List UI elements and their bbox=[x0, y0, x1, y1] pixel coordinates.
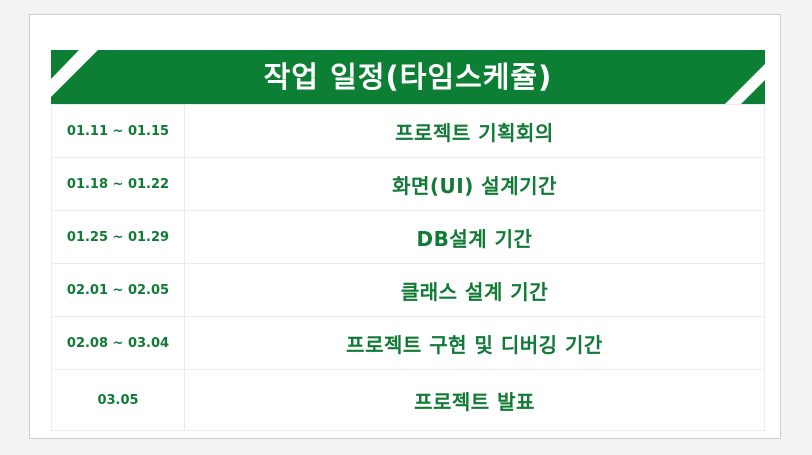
banner-background bbox=[51, 50, 765, 104]
period-cell: 03.05 bbox=[51, 369, 185, 431]
task-cell: 클래스 설계 기간 bbox=[184, 263, 765, 317]
table-row: 02.01 ~ 02.05 클래스 설계 기간 bbox=[51, 263, 765, 317]
task-cell: DB설계 기간 bbox=[184, 210, 765, 264]
task-cell: 프로젝트 기획회의 bbox=[184, 104, 765, 158]
period-cell: 02.08 ~ 03.04 bbox=[51, 316, 185, 370]
task-cell: 프로젝트 구현 및 디버깅 기간 bbox=[184, 316, 765, 370]
table-row: 01.25 ~ 01.29 DB설계 기간 bbox=[51, 210, 765, 264]
schedule-table: 01.11 ~ 01.15 프로젝트 기획회의 01.18 ~ 01.22 화면… bbox=[51, 104, 765, 431]
table-row: 03.05 프로젝트 발표 bbox=[51, 369, 765, 431]
schedule-banner: 작업 일정(타임스케쥴) bbox=[51, 50, 765, 104]
period-cell: 01.25 ~ 01.29 bbox=[51, 210, 185, 264]
task-cell: 프로젝트 발표 bbox=[184, 369, 765, 431]
task-cell: 화면(UI) 설계기간 bbox=[184, 157, 765, 211]
table-row: 02.08 ~ 03.04 프로젝트 구현 및 디버깅 기간 bbox=[51, 316, 765, 370]
table-row: 01.18 ~ 01.22 화면(UI) 설계기간 bbox=[51, 157, 765, 211]
period-cell: 01.18 ~ 01.22 bbox=[51, 157, 185, 211]
period-cell: 01.11 ~ 01.15 bbox=[51, 104, 185, 158]
period-cell: 02.01 ~ 02.05 bbox=[51, 263, 185, 317]
schedule-card: 작업 일정(타임스케쥴) 01.11 ~ 01.15 프로젝트 기획회의 01.… bbox=[29, 14, 781, 439]
page-title: 작업 일정(타임스케쥴) bbox=[263, 60, 553, 94]
table-row: 01.11 ~ 01.15 프로젝트 기획회의 bbox=[51, 104, 765, 158]
